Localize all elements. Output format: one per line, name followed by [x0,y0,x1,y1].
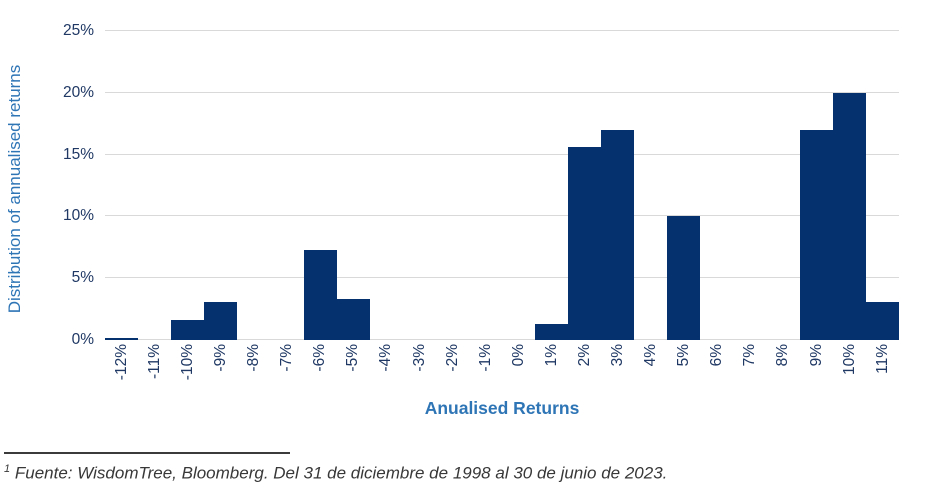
y-tick-label: 20% [62,83,94,101]
y-tick-label: 25% [62,22,94,39]
y-tick-label: 5% [71,269,94,287]
bar-3% [601,129,635,340]
x-tick-label: -3% [410,344,428,372]
x-tick-label: 11% [873,344,891,374]
y-tick-label: 10% [62,207,94,225]
x-axis-title: Anualised Returns [424,398,580,418]
x-tick-label: 8% [774,344,792,367]
x-tick-label: 10% [840,344,858,376]
bar--6% [303,249,337,340]
bar--10% [171,320,205,340]
y-tick-label: 15% [62,145,94,163]
footnote-text: Fuente: WisdomTree, Bloomberg. Del 31 de… [14,463,668,483]
footnote: 1 Fuente: WisdomTree, Bloomberg. Del 31 … [4,463,924,484]
gridline [105,277,899,279]
bar-11% [865,301,899,340]
bar-5% [667,216,701,340]
footnote-superscript: 1 [4,463,11,475]
x-tick-label: 3% [609,344,627,367]
gridline [105,153,899,155]
x-tick-label: -7% [278,344,296,372]
x-tick-label: -4% [377,344,395,372]
gridline [105,30,899,31]
x-axis-tick-labels: -12% -11% -10% -9% -8% -7% -6% -5% -4% -3% -2% -1% 0… [105,344,899,400]
x-tick-label: -5% [344,344,362,372]
y-axis-tick-labels: 0% 5% 10% 15% 20% 25% [0,22,98,348]
x-tick-label: -2% [443,344,461,372]
x-tick-label: -10% [178,344,196,381]
gridline [105,91,899,93]
bar-2% [568,147,602,340]
x-tick-label: 2% [575,344,593,367]
x-tick-label: 7% [741,344,759,367]
x-tick-label: -9% [212,344,230,372]
x-tick-label: 9% [807,344,825,367]
y-tick-label: 0% [71,331,94,348]
x-tick-label: 4% [642,344,660,367]
bar-10% [832,92,866,340]
x-tick-label: -6% [311,344,329,372]
x-tick-label: 5% [675,344,693,367]
x-tick-label: -12% [112,344,130,381]
bar-9% [799,129,833,340]
x-tick-label: -11% [145,344,163,380]
x-tick-label: -8% [245,344,263,372]
bar--5% [336,299,370,340]
x-tick-label: 6% [708,344,726,367]
bar-series [105,31,899,340]
bar--12% [105,337,139,340]
bar-1% [535,323,569,340]
gridline [105,339,899,340]
x-tick-label: 0% [509,344,527,367]
gridline [105,215,899,217]
footnote-divider [4,452,290,454]
x-tick-label: -1% [476,344,494,372]
x-tick-label: 1% [542,344,560,367]
plot-area [105,30,899,340]
bar--9% [204,301,238,340]
